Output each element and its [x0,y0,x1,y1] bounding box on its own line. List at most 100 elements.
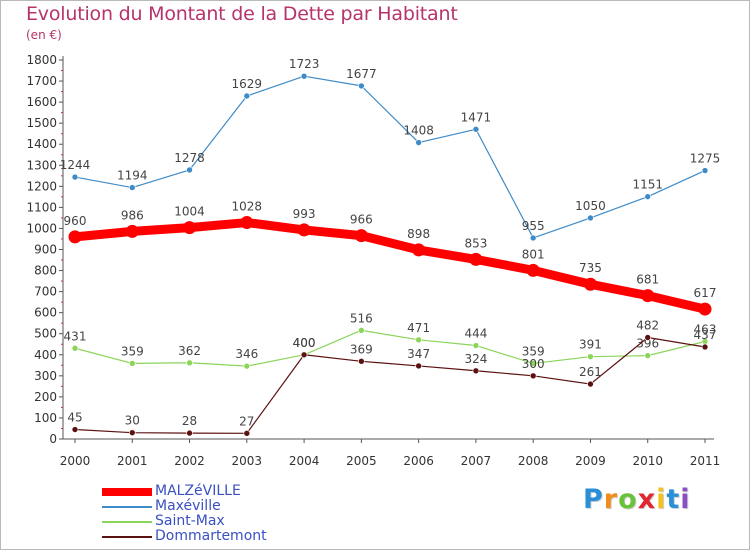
y-tick-label: 1300 [26,158,57,172]
y-tick-label: 1000 [26,221,57,235]
x-tick-label: 2008 [518,454,549,468]
logo-letter: P [583,484,604,515]
data-point [243,362,251,370]
data-point [526,263,540,277]
y-tick-label: 900 [34,243,57,257]
series-line [74,75,706,239]
data-label: 955 [522,219,545,233]
logo-letter: t [666,484,681,515]
data-label: 30 [125,414,140,428]
data-point [587,214,594,222]
data-label: 1004 [174,205,205,219]
data-label: 986 [121,208,144,222]
data-label: 300 [522,357,545,371]
legend-label: Saint-Max [155,513,225,529]
data-point [472,367,480,375]
data-label: 1471 [461,110,492,124]
x-tick-label: 2010 [632,454,663,468]
data-point [529,372,537,380]
data-point [186,359,193,367]
series-saint-max: 431 359 362 346 400 516 471 444 359 391 396 463 [64,311,717,370]
data-label: 516 [350,311,373,325]
data-point [297,223,311,237]
x-tick-label: 2001 [117,454,148,468]
series-max-ville: 1244 1194 1278 1629 1723 1677 1408 1471 955 1050 1… [60,57,720,242]
data-label: 396 [636,337,659,351]
data-point [300,351,308,359]
y-tick-label: 800 [34,264,57,278]
chart-title: Evolution du Montant de la Dette par Hab… [26,3,458,25]
x-tick-label: 2004 [289,454,320,468]
data-label: 391 [579,338,602,352]
data-point [300,72,308,80]
y-tick-label: 400 [34,348,57,362]
logo-letter: o [618,484,638,515]
chart-subtitle: (en €) [26,28,62,42]
logo-letter: i [680,484,691,515]
data-point [472,125,480,133]
data-point [358,358,365,365]
data-label: 1677 [346,67,377,81]
data-point [71,344,79,352]
data-point [71,173,79,181]
series-line [74,336,706,434]
data-point [644,334,652,341]
data-label: 471 [407,321,430,335]
y-tick-label: 500 [34,327,57,341]
logo-letter: x [637,484,657,515]
data-label: 482 [636,319,659,333]
data-point [644,352,652,359]
data-point [243,92,251,100]
series-dommartemont: 45 30 28 27 400 369 347 324 300 261 482 437 [67,319,716,437]
data-point [701,343,709,351]
data-label: 400 [293,336,316,350]
y-tick-label: 100 [34,411,57,425]
data-point [701,167,709,174]
data-label: 359 [522,344,545,358]
data-label: 463 [694,323,717,337]
series-malz-ville: 960 986 1004 1028 993 966 898 853 801 735 681 617 [64,200,716,316]
data-point [358,82,365,90]
data-label: 1408 [403,124,434,138]
legend-swatch [102,521,152,523]
data-label: 1050 [575,199,606,213]
data-point [186,429,193,437]
y-tick-label: 1800 [26,53,57,67]
data-point [583,277,597,291]
y-tick-label: 1500 [26,116,57,130]
data-point [698,302,712,316]
plot-background [63,56,714,439]
data-label: 400 [293,336,316,350]
data-label: 437 [694,328,717,342]
data-point [472,342,480,349]
data-label: 324 [464,352,487,366]
series-line [70,218,710,314]
data-label: 681 [636,273,659,287]
legend-swatch [102,488,152,496]
data-label: 27 [239,414,254,428]
data-label: 346 [235,347,258,361]
y-tick-label: 200 [34,390,57,404]
data-label: 431 [64,329,87,343]
data-label: 960 [64,214,87,228]
series-line [74,329,706,367]
data-label: 261 [579,365,602,379]
y-tick-label: 1100 [26,200,57,214]
data-label: 801 [522,247,545,261]
data-label: 1278 [174,151,205,165]
y-tick-label: 1400 [26,137,57,151]
data-point [128,360,136,367]
logo-letter: i [656,484,667,515]
y-tick-label: 1200 [26,179,57,193]
data-point [469,252,483,266]
data-point [125,224,139,238]
y-tick-label: 300 [34,369,57,383]
legend-label: Dommartemont [155,528,267,544]
x-tick-label: 2007 [461,454,492,468]
data-label: 735 [579,261,602,275]
data-point [354,229,368,243]
data-label: 898 [407,227,430,241]
data-point [415,362,422,370]
